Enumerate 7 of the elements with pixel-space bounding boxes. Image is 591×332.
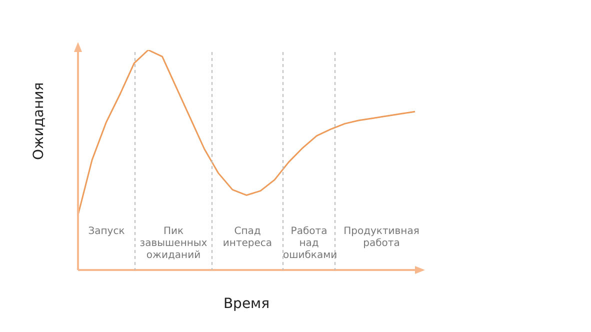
annotation: Спад интереса	[222, 226, 274, 250]
annotation: Работа над ошибками	[283, 226, 338, 262]
annotation: Продуктивная работа	[342, 226, 420, 250]
y-axis-title: Ожидания	[30, 82, 47, 160]
annotation: Пик завышенных ожиданий	[138, 226, 208, 262]
x-axis-title: Время	[223, 296, 270, 312]
annotation: Запуск	[87, 226, 126, 238]
